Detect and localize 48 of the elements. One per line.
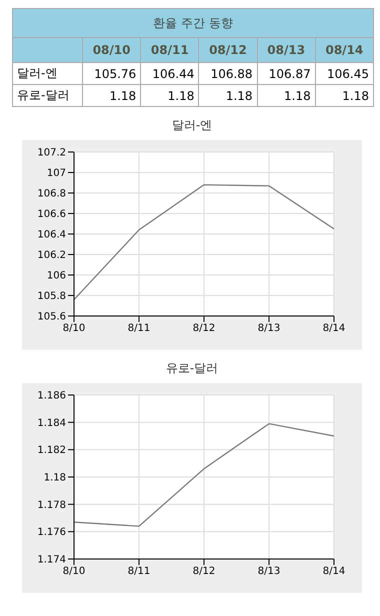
x-tick-label: 8/13 — [258, 566, 280, 578]
category-label: 08/10 — [82, 38, 141, 62]
data-label: 1.18 — [82, 84, 141, 106]
y-tick-label: 107.2 — [37, 148, 66, 159]
x-tick-label: 8/11 — [128, 323, 150, 334]
data-label: 106.44 — [140, 62, 199, 84]
line-series — [74, 423, 334, 527]
data-label: 1.18 — [140, 84, 199, 106]
x-tick-label: 8/11 — [128, 566, 150, 578]
chart-title: 달러-엔 — [170, 117, 214, 134]
y-tick-label: 1.178 — [37, 500, 66, 511]
y-tick-label: 107 — [46, 168, 66, 180]
y-tick-label: 106.6 — [37, 209, 66, 220]
category-label: 08/13 — [257, 38, 316, 62]
y-tick-label: 106.8 — [37, 188, 66, 200]
data-label: 106.87 — [257, 62, 316, 84]
category-label: 08/11 — [140, 38, 199, 62]
y-tick-label: 1.184 — [37, 418, 66, 429]
data-label: 106.88 — [198, 62, 258, 84]
line-series — [74, 184, 334, 300]
x-tick-label: 8/12 — [192, 566, 216, 578]
x-tick-label: 8/13 — [258, 323, 280, 334]
category-label: 08/12 — [198, 38, 258, 62]
data-label: 1.18 — [257, 84, 316, 106]
x-tick-label: 8/12 — [192, 323, 216, 334]
x-tick-label: 8/14 — [322, 323, 346, 334]
text: 환율 주간 동향 — [12, 8, 374, 38]
data-label: 1.18 — [315, 84, 374, 106]
category-label: 08/14 — [315, 38, 374, 62]
y-tick-label: 105.8 — [37, 291, 66, 302]
y-tick-label: 1.186 — [37, 390, 66, 402]
x-tick-label: 8/10 — [62, 323, 86, 334]
legend-label: 유로-달러 — [12, 84, 82, 106]
y-tick-label: 1.176 — [37, 527, 66, 538]
y-tick-label: 105.6 — [37, 312, 66, 323]
x-tick-label: 8/14 — [322, 566, 346, 578]
y-tick-label: 106 — [46, 270, 66, 282]
x-tick-label: 8/10 — [62, 566, 86, 578]
data-label: 105.76 — [82, 62, 141, 84]
legend-label: 달러-엔 — [12, 62, 82, 84]
y-tick-label: 1.174 — [37, 554, 66, 566]
y-tick-label: 1.18 — [44, 472, 66, 484]
y-tick-label: 1.182 — [37, 445, 66, 456]
data-label: 106.45 — [315, 62, 374, 84]
data-label: 1.18 — [198, 84, 258, 106]
y-tick-label: 106.2 — [37, 250, 66, 262]
y-tick-label: 106.4 — [37, 230, 66, 241]
chart-title: 유로-달러 — [164, 360, 220, 377]
